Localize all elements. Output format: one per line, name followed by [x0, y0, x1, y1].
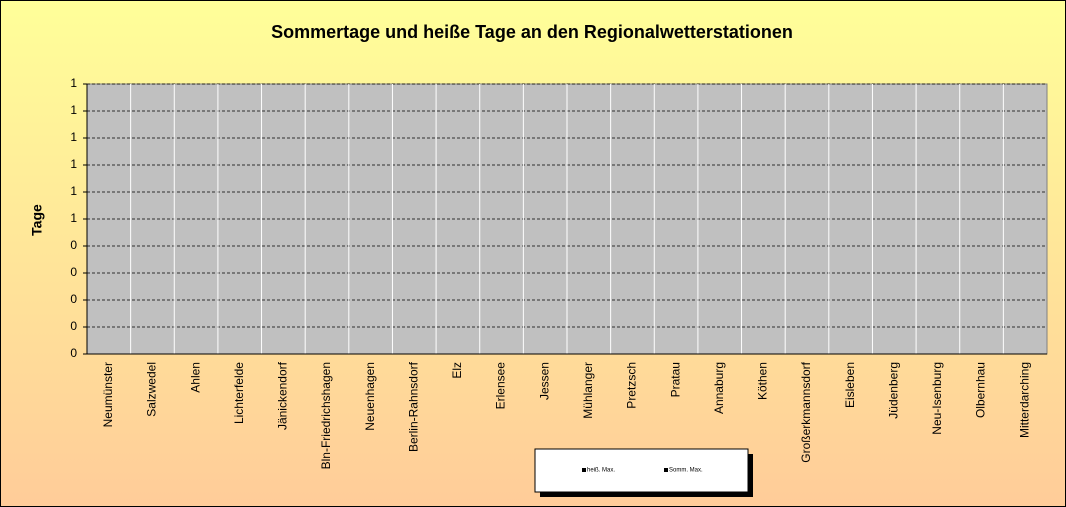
y-tick-label: 0 [70, 319, 77, 333]
legend [534, 448, 749, 493]
y-tick-label: 1 [70, 211, 77, 225]
legend-label: Somm. Max. [669, 468, 703, 474]
legend-swatch [582, 468, 586, 472]
x-tick-label: Mitterdarching [1017, 362, 1031, 438]
x-tick-label: Eisleben [843, 362, 857, 408]
y-tick-label: 1 [70, 130, 77, 144]
x-tick-label: Annaburg [712, 362, 726, 414]
x-tick-label: Mühlanger [581, 362, 595, 419]
y-tick-label: 1 [70, 76, 77, 90]
x-tick-label: Pretzsch [625, 362, 639, 409]
x-tick-label: Neumünster [101, 362, 115, 427]
y-tick-label: 0 [70, 292, 77, 306]
x-tick-label: Elz [450, 362, 464, 379]
x-tick-label: Jüdenberg [886, 362, 900, 419]
x-tick-label: Pratau [668, 362, 682, 397]
x-tick-label: Salzwedel [145, 362, 159, 417]
x-tick-label: Neuenhagen [363, 362, 377, 431]
legend-label: heiß. Max. [587, 468, 615, 474]
x-tick-label: Jänickendorf [276, 361, 290, 430]
y-tick-label: 0 [70, 238, 77, 252]
x-tick-label: Neu-Isenburg [930, 362, 944, 435]
y-tick-label: 0 [70, 346, 77, 360]
x-tick-label: Erlensee [494, 362, 508, 410]
y-tick-label: 1 [70, 103, 77, 117]
x-tick-label: Jessen [537, 362, 551, 400]
y-tick-label: 1 [70, 157, 77, 171]
y-tick-label: 0 [70, 265, 77, 279]
legend-swatch [664, 468, 668, 472]
x-tick-label: Bln-Friedrichshagen [319, 362, 333, 469]
x-tick-label: Ahlen [188, 362, 202, 393]
x-tick-label: Großerkmannsdorf [799, 361, 813, 462]
chart-title: Sommertage und heiße Tage an den Regiona… [271, 22, 793, 42]
x-tick-label: Berlin-Rahnsdorf [406, 361, 420, 452]
x-tick-label: Olbernhau [974, 362, 988, 418]
y-axis-label: Tage [29, 204, 45, 236]
x-tick-label: Köthen [756, 362, 770, 400]
x-tick-label: Lichterfelde [232, 362, 246, 424]
y-tick-label: 1 [70, 184, 77, 198]
